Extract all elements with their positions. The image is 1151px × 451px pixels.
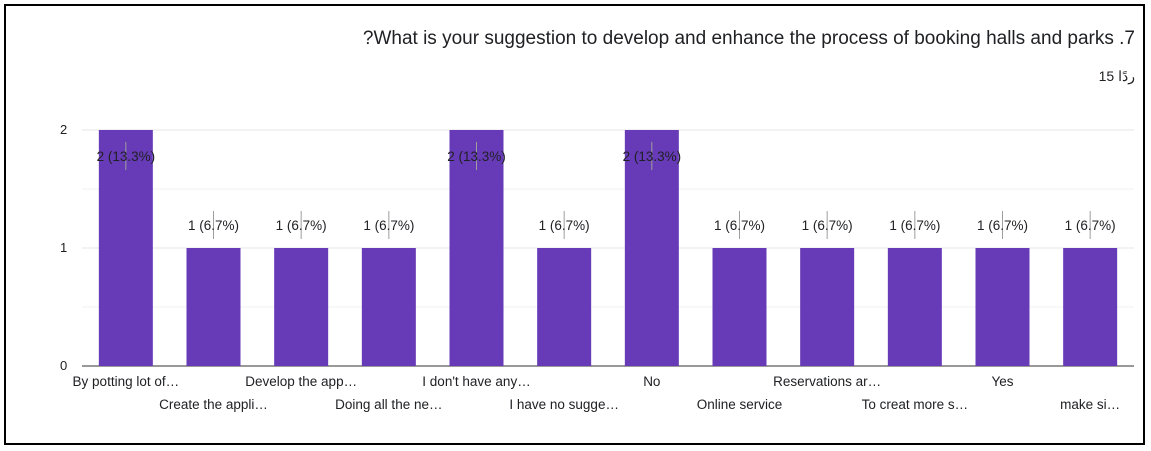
category-label: I have no sugge… — [509, 397, 619, 412]
category-label: make si… — [1060, 397, 1120, 412]
data-label: 1 (6.7%) — [188, 218, 239, 233]
data-label: 1 (6.7%) — [276, 218, 327, 233]
data-label: 1 (6.7%) — [363, 218, 414, 233]
data-label: 1 (6.7%) — [802, 218, 853, 233]
category-label: Online service — [697, 397, 783, 412]
y-tick-label: 1 — [60, 240, 67, 255]
data-label: 1 (6.7%) — [1065, 218, 1116, 233]
category-label: Create the appli… — [159, 397, 268, 412]
category-label: Develop the app… — [245, 374, 357, 389]
bar — [712, 248, 767, 366]
bar — [800, 248, 855, 366]
y-tick-label: 2 — [60, 122, 67, 137]
bar — [274, 248, 329, 366]
response-count: 15 ردًا — [1098, 68, 1135, 84]
data-label: 1 (6.7%) — [714, 218, 765, 233]
bar — [975, 248, 1030, 366]
y-tick-label: 0 — [60, 358, 67, 373]
data-label: 2 (13.3%) — [447, 149, 506, 164]
data-label: 1 (6.7%) — [889, 218, 940, 233]
bar — [186, 248, 241, 366]
chart-card: ?What is your suggestion to develop and … — [4, 4, 1145, 445]
category-label: No — [643, 374, 660, 389]
category-label: To creat more s… — [862, 397, 969, 412]
category-label: I don't have any… — [422, 374, 530, 389]
bar — [887, 248, 942, 366]
bar — [1063, 248, 1118, 366]
data-label: 1 (6.7%) — [977, 218, 1028, 233]
data-label: 2 (13.3%) — [623, 149, 682, 164]
bar — [537, 248, 592, 366]
chart-title: ?What is your suggestion to develop and … — [362, 28, 1135, 49]
category-label: Yes — [991, 374, 1013, 389]
category-label: By potting lot of… — [73, 374, 180, 389]
category-label: Doing all the ne… — [335, 397, 442, 412]
category-label: Reservations ar… — [773, 374, 881, 389]
data-label: 1 (6.7%) — [539, 218, 590, 233]
data-label: 2 (13.3%) — [97, 149, 156, 164]
bar — [361, 248, 416, 366]
